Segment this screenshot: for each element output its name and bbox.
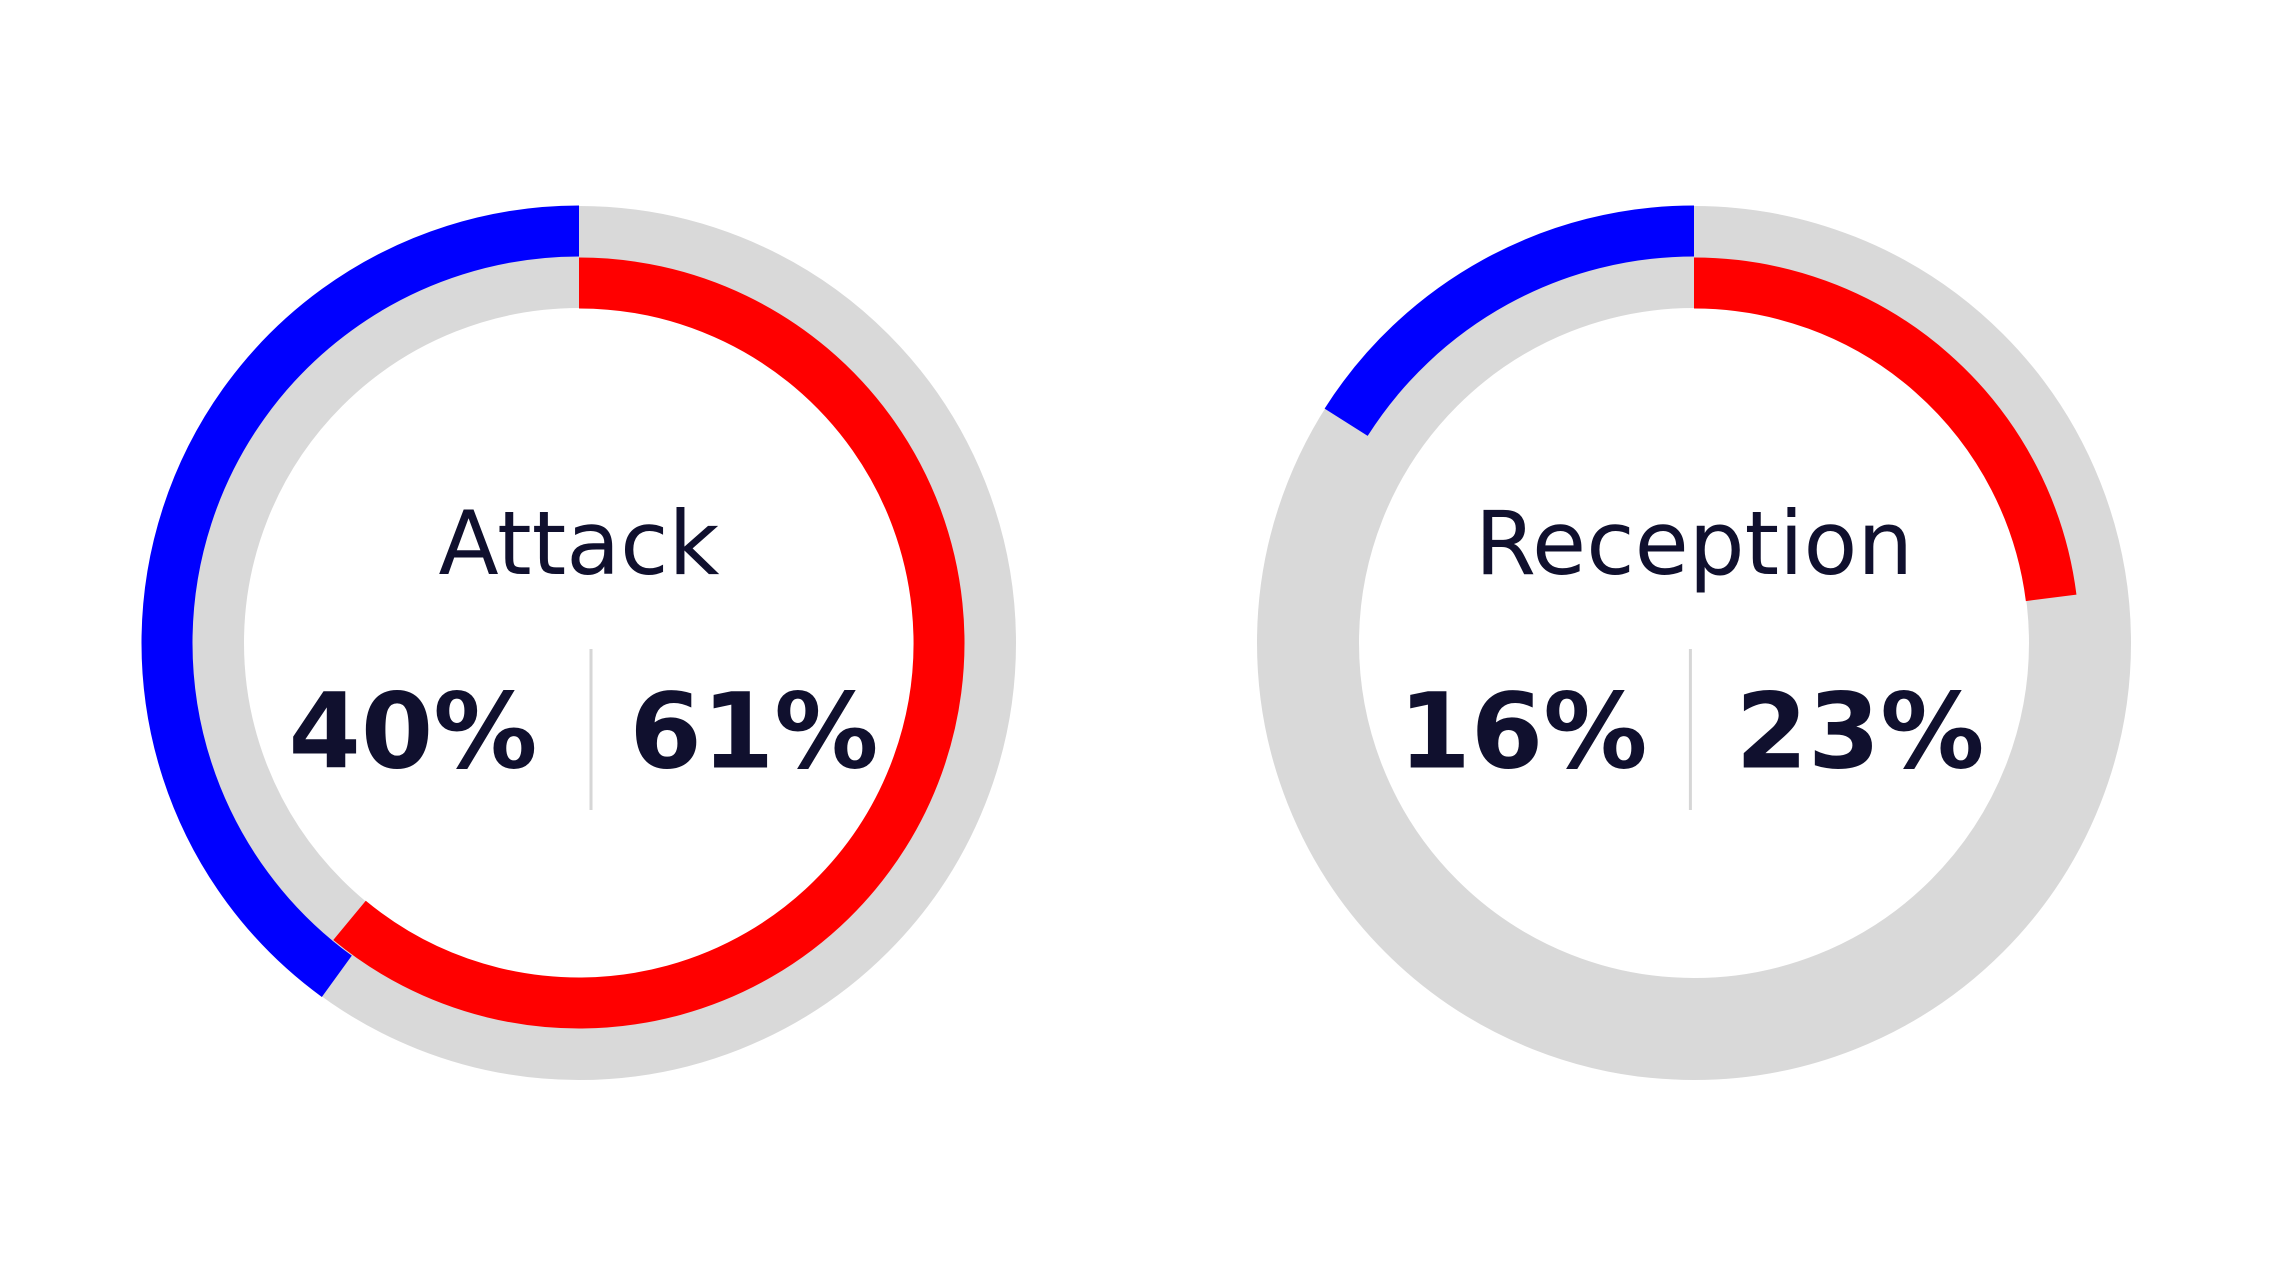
gauge-track [1257, 206, 2131, 1080]
gauge-arc [333, 257, 965, 1029]
gauge-value: 16% [1399, 670, 1648, 792]
gauge-arc [141, 205, 580, 997]
gauge-value: 61% [630, 670, 879, 792]
gauge-title: Attack [439, 492, 720, 595]
gauge-arc [1324, 205, 1695, 436]
gauge-arc [1693, 257, 2077, 602]
gauge-value: 40% [289, 670, 538, 792]
gauge-title: Reception [1475, 492, 1913, 595]
gauge-value: 23% [1736, 670, 1985, 792]
gauge-track [142, 206, 1016, 1080]
